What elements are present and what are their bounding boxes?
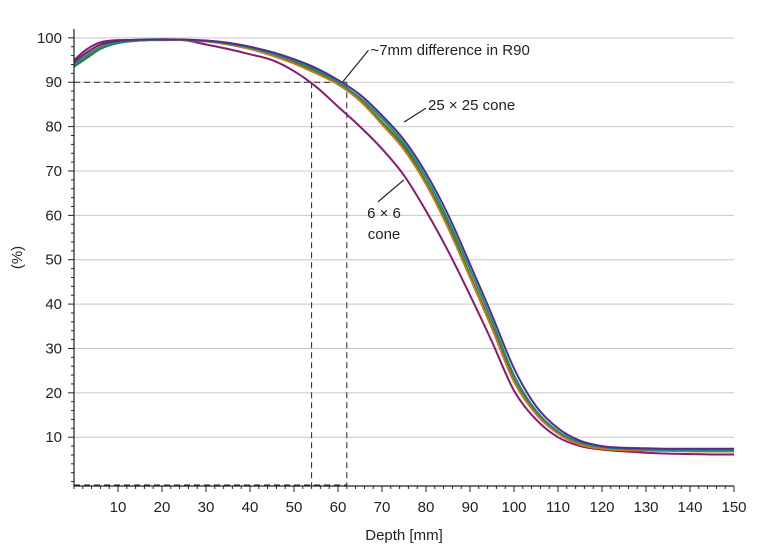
- axes: [68, 29, 735, 492]
- y-tick-label-30: 30: [45, 340, 62, 357]
- annotation-6x6-cone-line-1: cone: [368, 226, 401, 243]
- y-tick-label-60: 60: [45, 207, 62, 224]
- annotation-r90-difference: ~7mm difference in R90: [370, 42, 529, 59]
- y-axis-title: (%): [9, 246, 26, 269]
- data-series: [73, 38, 735, 456]
- annotation-leader-r90: [341, 49, 369, 83]
- x-tick-label-90: 90: [462, 499, 479, 516]
- x-tick-label-80: 80: [418, 499, 435, 516]
- annotation-25x25-cone: 25 × 25 cone: [428, 97, 515, 114]
- annotation-leader-6-cone: [377, 179, 405, 203]
- y-tick-label-70: 70: [45, 163, 62, 180]
- x-tick-label-110: 110: [546, 499, 570, 516]
- x-tick-label-130: 130: [633, 499, 658, 516]
- x-tick-label-10: 10: [110, 499, 127, 516]
- y-tick-label-10: 10: [45, 429, 62, 446]
- reference-lines: [74, 81, 348, 486]
- x-tick-label-40: 40: [242, 499, 259, 516]
- series-line-4: [73, 38, 734, 450]
- y-tick-label-100: 100: [37, 30, 62, 47]
- x-tick-label-140: 140: [677, 499, 702, 516]
- x-tick-label-30: 30: [198, 499, 215, 516]
- annotation-6x6-cone-line-0: 6 × 6: [367, 205, 401, 222]
- x-tick-label-50: 50: [286, 499, 303, 516]
- x-tick-label-20: 20: [154, 499, 171, 516]
- annotations: ~7mm difference in R90 25 × 25 cone 6 × 6 c…: [341, 42, 530, 243]
- tick-labels: 10 20 30 40 50 60 70 80 90 100 10 20 30 40 50 60 70 80 90 1…: [37, 30, 747, 516]
- x-tick-label-150: 150: [721, 499, 746, 516]
- x-axis-title: Depth [mm]: [365, 527, 443, 544]
- y-tick-label-40: 40: [45, 296, 62, 313]
- y-tick-label-50: 50: [45, 252, 62, 269]
- x-tick-label-100: 100: [501, 499, 526, 516]
- y-tick-label-20: 20: [45, 385, 62, 402]
- x-tick-label-70: 70: [374, 499, 391, 516]
- annotation-leader-25-cone: [403, 107, 427, 123]
- y-tick-label-90: 90: [45, 74, 62, 91]
- y-tick-label-80: 80: [45, 119, 62, 136]
- x-tick-label-60: 60: [330, 499, 347, 516]
- x-tick-label-120: 120: [589, 499, 614, 516]
